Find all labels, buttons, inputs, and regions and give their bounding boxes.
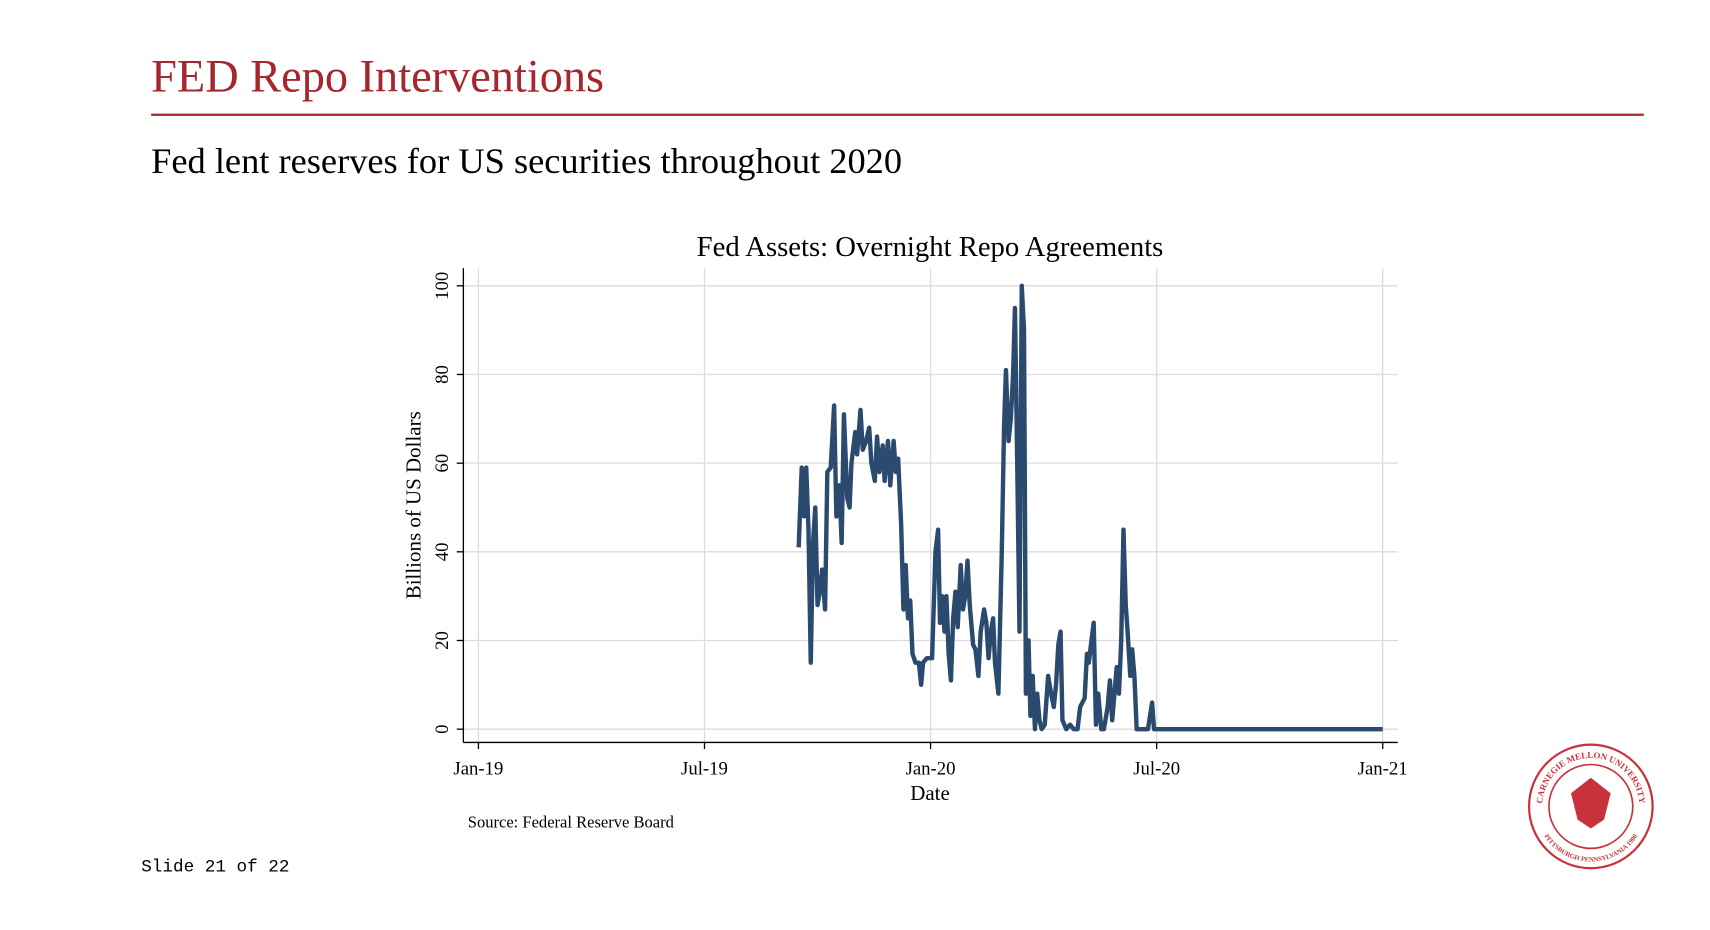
logo-ring [1548, 763, 1634, 850]
y-tick-label: 100 [432, 272, 453, 300]
y-tick-label: 20 [432, 631, 453, 650]
y-tick-label: 80 [432, 365, 453, 384]
y-axis-label: Billions of US Dollars [401, 411, 425, 599]
x-tick-label: Jan-19 [453, 758, 503, 779]
y-tick-label: 40 [432, 542, 453, 561]
logo-ring [1527, 743, 1654, 870]
slide-number: Slide 21 of 22 [141, 858, 289, 878]
logo: CARNEGIE MELLON UNIVERSITY PITTSBURGH PE… [1527, 743, 1654, 870]
x-axis-label: Date [910, 781, 950, 805]
y-tick-label: 0 [432, 724, 453, 733]
x-tick-label: Jan-20 [906, 758, 956, 779]
chart-title: Fed Assets: Overnight Repo Agreements [697, 231, 1164, 263]
slide-subtitle: Fed lent reserves for US securities thro… [151, 141, 902, 181]
source-note: Source: Federal Reserve Board [468, 812, 675, 831]
x-tick-label: Jul-20 [1133, 758, 1180, 779]
x-tick-label: Jul-19 [681, 758, 728, 779]
logo-emblem [1570, 777, 1611, 829]
data-line [796, 283, 1383, 732]
y-tick-label: 60 [432, 454, 453, 473]
slide-title: FED Repo Interventions [151, 52, 604, 103]
x-tick-label: Jan-21 [1358, 758, 1408, 779]
